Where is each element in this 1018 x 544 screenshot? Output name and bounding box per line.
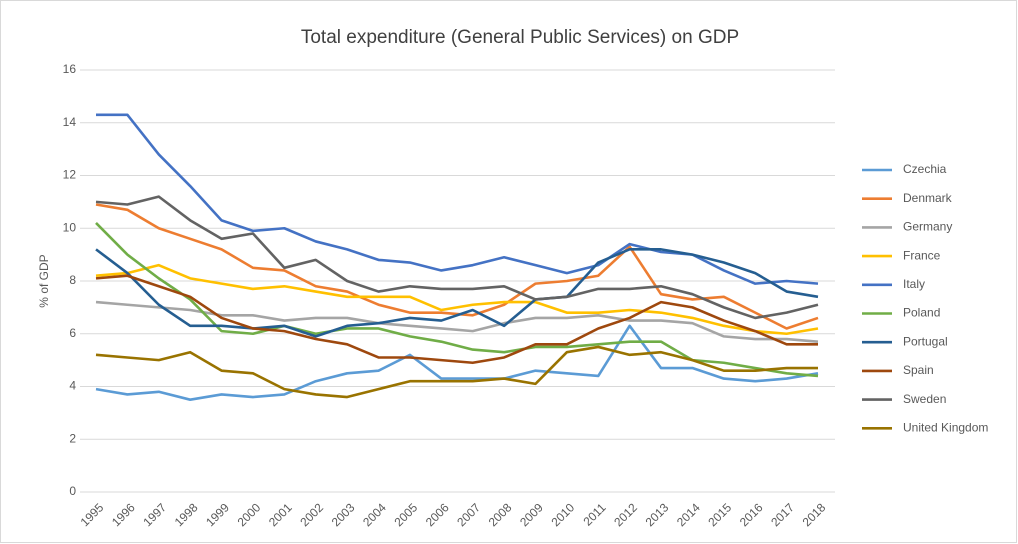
legend-label: Poland — [903, 306, 940, 320]
series-line — [95, 324, 819, 401]
series-line — [95, 345, 818, 399]
y-tick-label: 10 — [63, 220, 77, 234]
y-tick-label: 6 — [69, 326, 76, 340]
legend-label: Germany — [903, 220, 952, 234]
legend-label: United Kingdom — [903, 420, 988, 434]
legend-label: Portugal — [903, 334, 948, 348]
legend-label: Spain — [903, 363, 934, 377]
y-tick-label: 12 — [63, 168, 77, 182]
legend-label: Czechia — [903, 162, 947, 176]
legend-label: Italy — [903, 277, 925, 291]
series-line — [95, 274, 818, 365]
y-tick-label: 8 — [69, 273, 76, 287]
legend-label: Denmark — [903, 191, 953, 205]
legend-label: Sweden — [903, 392, 946, 406]
chart-title: Total expenditure (General Public Servic… — [301, 27, 739, 48]
series-line — [95, 195, 819, 320]
series-line — [95, 263, 819, 336]
y-tick-label: 2 — [69, 431, 76, 445]
legend-label: France — [903, 248, 941, 262]
series-line — [95, 248, 819, 338]
y-tick-label: 16 — [63, 62, 77, 76]
y-tick-label: 14 — [63, 115, 77, 129]
y-tick-label: 4 — [69, 379, 76, 393]
y-axis-label: % of GDP — [37, 254, 51, 307]
y-tick-label: 0 — [69, 484, 76, 498]
